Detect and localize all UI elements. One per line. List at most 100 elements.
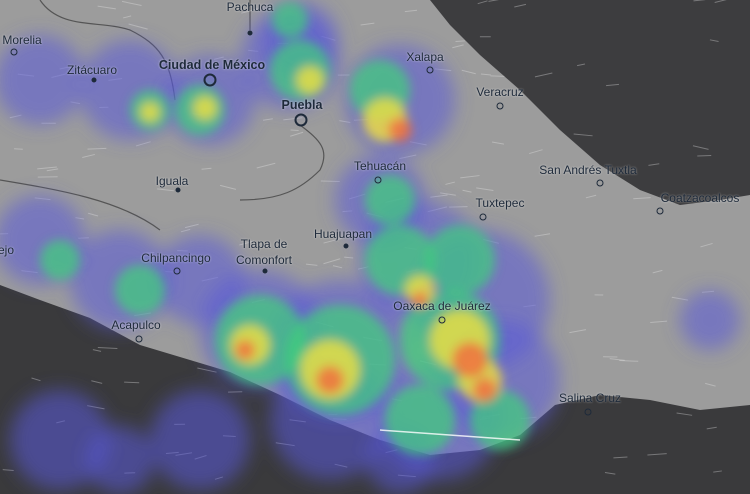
precip-cell-low [80, 40, 180, 140]
wind-streak [121, 0, 142, 6]
city-marker[interactable] [438, 316, 446, 324]
precip-cell-peak [235, 340, 255, 360]
city-label: San Andrés Tuxtla [539, 163, 637, 177]
wind-streak [460, 175, 480, 179]
city-marker[interactable] [173, 267, 181, 275]
city-label: Salina Cruz [558, 391, 622, 405]
wind-streak [633, 197, 651, 200]
city-marker[interactable] [135, 335, 143, 343]
city-label: Coatzacoalcos [660, 191, 740, 205]
wind-streak [124, 381, 140, 384]
city-label: Comonfort [235, 253, 293, 267]
city-marker[interactable] [656, 207, 664, 215]
wind-streak [706, 426, 717, 430]
city-marker[interactable] [479, 213, 487, 221]
wind-streak [609, 358, 625, 361]
precip-cell-mid [115, 265, 165, 315]
wind-streak [585, 194, 597, 199]
city-marker[interactable] [91, 77, 97, 83]
wind-streak [577, 63, 586, 67]
precip-cell-mid [40, 240, 80, 280]
wind-streak [256, 162, 276, 169]
city-marker[interactable] [374, 176, 382, 184]
city-marker[interactable] [294, 113, 308, 127]
precip-cell-low [150, 390, 250, 490]
wind-streak [488, 0, 500, 2]
wind-streak [445, 181, 455, 185]
city-label: Tlapa de [240, 237, 288, 251]
precip-cell-high [193, 96, 217, 120]
city-label: Oaxaca de Juárez [393, 299, 491, 313]
wind-streak [650, 320, 668, 324]
wind-streak [455, 40, 465, 42]
gulf-of-mexico [430, 0, 750, 205]
wind-streak [332, 265, 343, 269]
wind-streak [648, 163, 660, 166]
city-marker[interactable] [596, 179, 604, 187]
wind-streak [14, 148, 23, 150]
wind-streak [91, 380, 103, 384]
wind-streak [97, 346, 118, 350]
city-label: Tuxtepec [475, 196, 525, 210]
wind-streak [197, 367, 217, 373]
city-label: Iguala [155, 174, 189, 188]
precipitation-heatmap-core [40, 2, 530, 455]
wind-streak [323, 258, 341, 265]
wind-streak [241, 8, 258, 14]
wind-streak [613, 456, 628, 459]
wind-streak [480, 73, 491, 76]
wind-streak [700, 242, 713, 248]
wind-streak [697, 154, 712, 157]
city-label: Puebla [281, 98, 323, 112]
wind-streak [239, 240, 255, 246]
city-marker[interactable] [247, 30, 253, 36]
city-marker[interactable] [262, 268, 268, 274]
city-marker[interactable] [175, 187, 181, 193]
wind-streak [184, 223, 199, 229]
wind-streak [534, 233, 551, 237]
city-marker[interactable] [584, 408, 592, 416]
precip-cell-high [296, 66, 324, 94]
precip-cell-peak [452, 342, 488, 378]
precip-cell-peak [316, 366, 344, 394]
wind-streak [619, 359, 639, 362]
wind-streak [452, 44, 464, 49]
wind-streak [709, 39, 719, 43]
wind-streak [461, 69, 476, 75]
wind-streak [440, 192, 456, 196]
wind-streak [180, 228, 191, 233]
city-label: Huajuapan [313, 227, 373, 241]
wind-streak [31, 377, 41, 382]
coastline [379, 429, 521, 441]
city-label: ejo [0, 243, 15, 257]
city-label: Pachuca [226, 0, 274, 14]
city-marker[interactable] [343, 243, 349, 249]
city-label: Acapulco [111, 318, 161, 332]
wind-streak [219, 184, 237, 190]
wind-streak [46, 168, 59, 172]
wind-streak [477, 0, 488, 5]
wind-streak [97, 5, 116, 10]
city-label: Morelia [2, 33, 42, 47]
wind-streak [305, 263, 318, 266]
city-marker[interactable] [426, 66, 434, 74]
wind-streak [82, 153, 95, 158]
precip-cell-mid [270, 40, 330, 100]
wind-streak [157, 188, 174, 192]
precip-cell-low [680, 290, 740, 350]
wind-streak [676, 412, 693, 416]
wind-streak [88, 212, 99, 217]
precip-cell-mid [470, 390, 530, 450]
city-marker[interactable] [496, 102, 504, 110]
wind-streak [290, 131, 304, 137]
city-marker[interactable] [10, 48, 18, 56]
wind-streak [490, 75, 505, 77]
wind-streak [534, 72, 553, 78]
wind-streak [573, 133, 593, 137]
city-marker[interactable] [203, 73, 217, 87]
wind-streak [693, 0, 706, 2]
precip-cell-low [10, 390, 110, 490]
wind-streak [705, 382, 716, 387]
